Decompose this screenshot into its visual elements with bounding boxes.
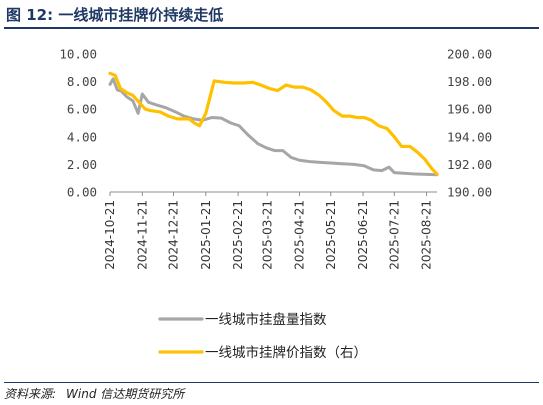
figure-title: 图 12: 一线城市挂牌价持续走低 <box>6 6 224 24</box>
source-prefix: 资料来源: <box>4 387 57 401</box>
x-tick-label: 2025-08-21 <box>420 200 434 270</box>
y-left-axis: 10.00 8.00 6.00 4.00 2.00 0.00 <box>59 47 97 200</box>
title-rule <box>4 27 539 29</box>
x-tick-label: 2024-10-21 <box>103 200 117 270</box>
series-line-1 <box>108 77 439 177</box>
y-left-tick-label: 2.00 <box>67 157 97 172</box>
y-right-tick-label: 200.00 <box>447 47 492 62</box>
x-tick-label: 2025-06-21 <box>356 200 370 270</box>
legend-label-2: 一线城市挂牌价指数（右） <box>205 344 367 361</box>
x-tick-label: 2025-03-21 <box>260 200 274 270</box>
series-line-2 <box>108 71 439 176</box>
x-tick-label: 2025-04-21 <box>293 200 307 270</box>
x-axis: 2024-10-21 2024-11-21 2024-12-21 2025-01-21… <box>103 191 437 270</box>
x-tick-label: 2024-11-21 <box>135 200 149 270</box>
legend-label-1: 一线城市挂盘量指数 <box>205 311 327 328</box>
y-right-tick-label: 190.00 <box>447 185 492 200</box>
y-right-tick-label: 198.00 <box>447 74 492 89</box>
y-left-tick-label: 4.00 <box>67 129 97 144</box>
y-right-tick-label: 194.00 <box>447 129 492 144</box>
x-tick-label: 2025-02-21 <box>231 200 245 270</box>
y-right-axis: 200.00 198.00 196.00 194.00 192.00 190.00 <box>447 47 492 200</box>
y-left-tick-label: 10.00 <box>59 47 97 62</box>
source-body: Wind 信达期货研究所 <box>66 387 185 401</box>
y-left-tick-label: 8.00 <box>67 74 97 89</box>
x-tick-label: 2025-01-21 <box>199 200 213 270</box>
x-tick-label: 2025-07-21 <box>387 200 401 270</box>
x-tick-label: 2025-05-21 <box>324 200 338 270</box>
y-right-tick-label: 196.00 <box>447 102 492 117</box>
x-tick-label: 2024-12-21 <box>167 200 181 270</box>
source-note: 资料来源: Wind 信达期货研究所 <box>4 382 539 404</box>
series-layer <box>108 71 439 177</box>
line-chart: 10.00 8.00 6.00 4.00 2.00 0.00 200.00 198.00 19… <box>59 47 492 362</box>
y-left-tick-label: 0.00 <box>67 185 97 200</box>
y-right-tick-label: 192.00 <box>447 157 492 172</box>
y-left-tick-label: 6.00 <box>67 102 97 117</box>
